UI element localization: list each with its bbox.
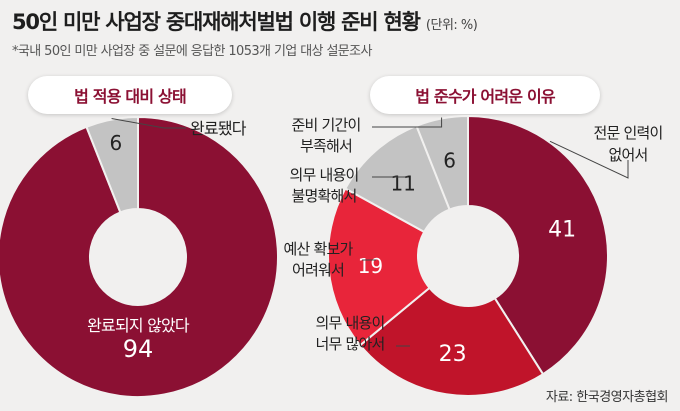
leader-completed (111, 118, 186, 129)
slice-label-reason-2-line0: 예산 확보가 (284, 240, 354, 258)
right-chart-title: 법 준수가 어려운 이유 (370, 76, 600, 114)
value-label-not-completed: 94 (123, 335, 154, 363)
slice-label-reason-1-line0: 의무 내용이 (316, 314, 385, 332)
slice-label-reason-0-line1: 없어서 (608, 146, 647, 164)
slice-label-completed: 완료됐다 (190, 119, 247, 138)
leader-reason-0 (549, 140, 629, 179)
value-label-reason-4: 6 (443, 149, 456, 173)
value-label-reason-1: 23 (439, 342, 467, 367)
slice-label-reason-3-line0: 의무 내용이 (290, 166, 359, 184)
slice-label-reason-0-line0: 전문 인력이 (594, 124, 663, 142)
value-label-reason-3: 11 (390, 171, 415, 195)
unit-label: (단위: %) (425, 18, 478, 33)
slice-label-reason-2-line1: 어려워서 (292, 261, 344, 279)
slice-label-not-completed: 완료되지 않았다 (87, 316, 190, 335)
chart-title: 50인 미만 사업장 중대재해처벌법 이행 준비 현황 (단위: %) (12, 6, 478, 36)
slice-label-reason-1-line1: 너무 많아서 (316, 335, 385, 353)
donut1-slice-2 (327, 187, 431, 347)
slice-label-reason-3-line1: 불명확해서 (291, 187, 356, 205)
value-label-completed: 6 (110, 131, 123, 155)
survey-note: *국내 50인 미만 사업장 중 설문에 응답한 1053개 기업 대상 설문조… (12, 44, 372, 59)
donut1-slice-4 (415, 114, 469, 211)
slice-label-reason-4-line1: 부족해서 (300, 137, 352, 155)
slice-label-reason-4-line0: 준비 기간이 (292, 116, 361, 134)
title-text: 50인 미만 사업장 중대재해처벌법 이행 준비 현황 (12, 10, 421, 34)
value-label-reason-2: 19 (358, 254, 383, 278)
donut0-slice-0 (0, 115, 279, 398)
donut1-slice-1 (358, 286, 545, 397)
source-label: 자료: 한국경영자총협회 (545, 390, 669, 405)
left-chart-title: 법 적용 대비 상태 (28, 76, 232, 114)
value-label-reason-0: 41 (548, 218, 576, 243)
leader-reason-4 (372, 117, 443, 128)
donut0-slice-1 (85, 115, 139, 214)
